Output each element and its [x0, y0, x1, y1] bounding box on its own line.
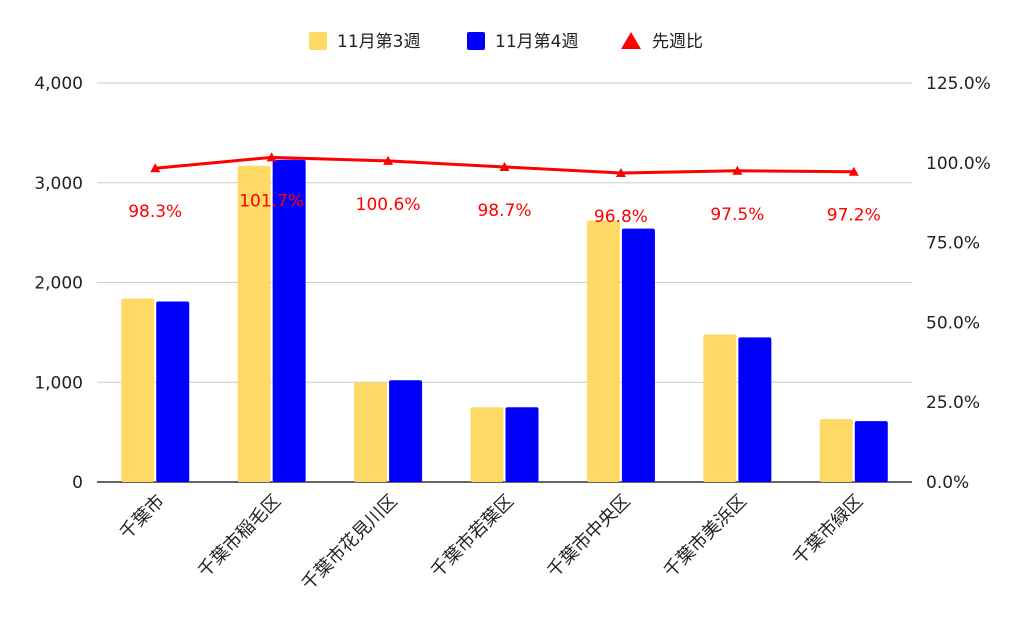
ratio-data-label: 98.3% [128, 202, 182, 222]
legend-triangle-marker [621, 32, 641, 49]
category-label: 千葉市緑区 [789, 491, 867, 569]
left-tick-label: 1,000 [34, 373, 83, 393]
ratio-data-label: 98.7% [477, 201, 531, 221]
category-label: 千葉市花見川区 [298, 491, 402, 595]
bar-week3 [237, 165, 271, 483]
category-label: 千葉市美浜区 [660, 491, 751, 582]
legend-label: 11月第3週 [337, 32, 420, 52]
bar-week3 [470, 407, 504, 482]
right-tick-label: 50.0% [926, 313, 980, 333]
gridlines [97, 82, 912, 483]
category-labels: 千葉市 千葉市稲毛区 千葉市花見川区 千葉市若葉区 千葉市中央区 千葉市美浜区 千葉市緑区 [116, 491, 868, 595]
left-tick-label: 4,000 [34, 74, 83, 94]
bar-week3 [819, 419, 853, 482]
left-axis-ticks: 0 1,000 2,000 3,000 4,000 [34, 74, 83, 493]
left-tick-label: 3,000 [34, 174, 83, 194]
category-label: 千葉市中央区 [543, 491, 634, 582]
right-tick-label: 0.0% [926, 473, 969, 493]
legend: 11月第3週 11月第4週 先週比 [309, 32, 703, 52]
bar-week4 [272, 159, 306, 482]
bar-week3 [586, 220, 620, 482]
left-tick-label: 2,000 [34, 274, 83, 294]
ratio-data-label: 97.2% [827, 206, 881, 226]
legend-label: 11月第4週 [495, 32, 578, 52]
legend-swatch [467, 32, 485, 50]
bar-week3 [703, 334, 737, 482]
bar-week4 [505, 407, 539, 482]
ratio-point [383, 155, 394, 165]
category-label: 千葉市若葉区 [427, 491, 518, 582]
bar-week3 [354, 382, 388, 482]
ratio-point [150, 163, 161, 173]
legend-label: 先週比 [652, 32, 703, 52]
ratio-data-label: 96.8% [594, 207, 648, 227]
bar-week4 [621, 228, 655, 482]
right-tick-label: 100.0% [926, 154, 991, 174]
category-label: 千葉市稲毛区 [194, 491, 285, 582]
ratio-point [266, 152, 277, 162]
bar-week4 [389, 380, 423, 482]
right-tick-label: 75.0% [926, 234, 980, 254]
bars [121, 159, 888, 483]
bar-week4 [156, 301, 190, 482]
bar-week3 [121, 298, 155, 482]
ratio-line: 98.3% 101.7% 100.6% 98.7% 96.8% 97.5% 97.2% [128, 152, 881, 227]
legend-swatch [309, 32, 327, 50]
right-tick-label: 25.0% [926, 393, 980, 413]
ratio-point [848, 166, 859, 176]
ratio-point [499, 161, 510, 171]
ratio-point [615, 168, 626, 178]
ratio-point [732, 165, 743, 175]
ratio-data-label: 97.5% [710, 205, 764, 225]
ratio-data-label: 100.6% [356, 195, 421, 215]
bar-week4 [854, 421, 888, 482]
right-tick-label: 125.0% [926, 74, 991, 94]
category-label: 千葉市 [116, 491, 169, 544]
right-axis-ticks: 0.0% 25.0% 50.0% 75.0% 100.0% 125.0% [926, 74, 991, 493]
left-tick-label: 0 [72, 473, 83, 493]
bar-week4 [738, 337, 772, 482]
ratio-data-label: 101.7% [239, 191, 304, 211]
